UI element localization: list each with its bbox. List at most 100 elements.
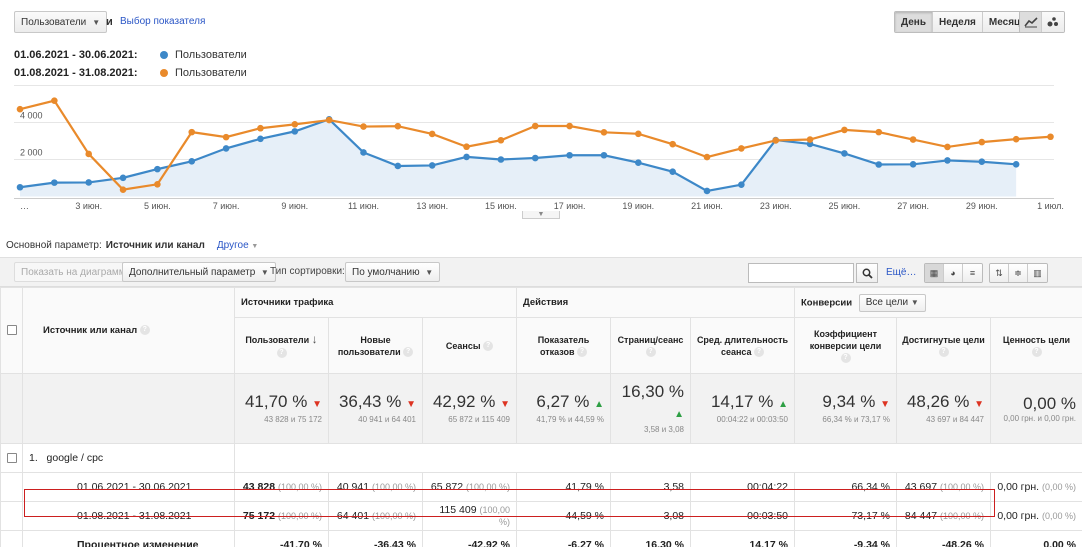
select-all-cell [0,287,23,374]
total-value: 42,92 % [432,392,496,411]
sort-type-dropdown[interactable]: По умолчанию ▼ [345,262,441,282]
line-chart: 6 000 4 000 2 000 … 3 июн. 5 июн. 7 июн. 9 июн.… [14,82,1064,211]
plot-rows-button[interactable]: Показать на диаграмме [14,262,139,282]
grid-view-icon[interactable]: ▦ [925,264,944,282]
table-cell: 0,00 грн. (0,00 %) [989,472,1082,502]
table-cell: 00:04:22 [690,472,795,502]
col-bounce-rate[interactable]: Показатель отказов ? [516,317,611,374]
cell-share: (100,00 %) [371,482,416,492]
x-tick-label: 23 июн. [760,201,792,211]
col-users[interactable]: Пользователи ↓? [234,317,329,374]
pie-view-icon[interactable]: ◕ [944,264,963,282]
data-point [85,179,92,186]
data-point [154,180,161,188]
period-day-button[interactable]: День [895,12,933,32]
goal-select[interactable]: Все цели ▼ [858,293,926,312]
chart-collapse-handle[interactable]: ▼ [522,211,560,219]
table-cell: 64 401 (100,00 %) [328,501,423,531]
cell-value: 0,00 % [1043,539,1077,547]
col-goal-conversion-rate[interactable]: Коэффициент конверсии цели? [794,317,897,374]
advanced-search-link[interactable]: Ещё… [886,267,917,278]
data-point [669,140,676,148]
period-week-button[interactable]: Неделя [933,12,983,32]
col-label: Показатель отказов [537,334,590,357]
chevron-down-icon: ▼ [910,298,919,307]
legend-item-period-2: 01.08.2021 - 31.08.2021: Пользователи [14,67,247,79]
x-tick-label: 19 июн. [622,201,654,211]
data-point [1047,133,1054,141]
data-point [119,186,127,193]
data-point [875,128,883,136]
row-checkbox[interactable] [7,453,17,464]
data-point [841,150,848,157]
table-cell: -42,92 % [422,530,517,547]
data-point [978,158,986,166]
help-icon: ? [754,347,765,358]
and-label: и [106,16,113,28]
term-cloud-icon[interactable]: ≑ [1009,264,1028,282]
search-icon[interactable] [856,263,878,283]
group-conversions-label: Конверсии [801,297,853,308]
col-sessions[interactable]: Сеансы ? [422,317,517,374]
x-tick-label: 15 июн. [485,201,517,211]
cell-value: 43 828 [242,481,276,493]
cell-value: 16,30 % [645,539,684,547]
legend-dot-icon [160,51,168,59]
col-pages-per-session[interactable]: Страниц/сеанс? [610,317,691,374]
table-search-input[interactable] [748,263,854,283]
data-point [16,183,24,191]
table-cell: 84 447 (100,00 %) [896,501,991,531]
col-goal-completions[interactable]: Достигнутые цели? [896,317,991,374]
comparison-view-icon[interactable]: ⇅ [990,264,1009,282]
col-new-users[interactable]: Новые пользователи ? [328,317,423,374]
line-chart-icon[interactable] [1020,12,1042,32]
table-cell: 41,79 % [516,472,611,502]
primary-dimension-value[interactable]: Источник или канал [105,240,205,251]
period-month-button[interactable]: Месяц [982,12,1027,32]
total-detail: 43 697 и 84 447 [926,415,984,424]
legend-dot-icon [160,69,168,77]
arrow-down-icon: ▼ [500,399,510,410]
motion-chart-icon[interactable] [1042,12,1064,32]
cell-value: -36,43 % [373,539,416,547]
total-detail: 00:04:22 и 00:03:50 [716,415,788,424]
other-dimension-link[interactable]: Другое ▼ [217,240,259,251]
row-label: Процентное изменение [22,530,235,547]
arrow-down-icon: ▼ [974,399,984,410]
help-icon: ? [139,325,150,336]
metric-select[interactable]: Пользователи ▼ [14,11,108,33]
pick-metric-link[interactable]: Выбор показателя [120,16,206,27]
cell-value: 115 409 [439,504,477,516]
col-goal-value[interactable]: Ценность цели? [989,317,1082,374]
pivot-view-icon[interactable]: ▥ [1028,264,1047,282]
y-tick-label: 6 000 [20,82,43,84]
row-dimension-link[interactable]: google / cpc [46,452,104,464]
data-point [531,154,539,162]
total-cell: 36,43 % ▼ 40 941 и 64 401 [328,373,423,444]
select-all-checkbox[interactable] [7,325,17,336]
table-cell: -48,26 % [896,530,991,547]
arrow-up-icon: ▲ [778,399,788,410]
x-tick-label: 1 июл. [1037,201,1064,211]
arrow-down-icon: ▼ [406,399,416,410]
dimension-header[interactable]: Источник или канал ? [22,287,235,374]
col-label: Сеансы [445,340,481,351]
col-avg-session-duration[interactable]: Сред. длительность сеанса ? [690,317,795,374]
table-cell: 3,08 [610,501,691,531]
total-detail: 65 872 и 115 409 [448,415,510,424]
table-cell: 44,59 % [516,501,611,531]
total-detail: 41,79 % и 44,59 % [536,415,604,424]
col-label: Новые пользователи [337,334,401,357]
bar-view-icon[interactable]: ≡ [963,264,982,282]
secondary-dimension-dropdown[interactable]: Дополнительный параметр ▼ [122,262,276,282]
chart-type-toggle [1019,11,1065,33]
data-point [944,157,951,164]
series-line-1 [19,118,1017,193]
x-tick-label: 17 июн. [554,201,586,211]
total-detail: 0,00 грн. и 0,00 грн. [1003,413,1077,423]
group-conversions: Конверсии Все цели ▼ [793,287,1082,318]
col-label: Коэффициент конверсии цели [809,328,882,351]
chevron-down-icon: ▼ [92,17,101,27]
cell-value: 14,17 % [749,539,788,547]
cell-value: 00:04:22 [747,481,788,493]
